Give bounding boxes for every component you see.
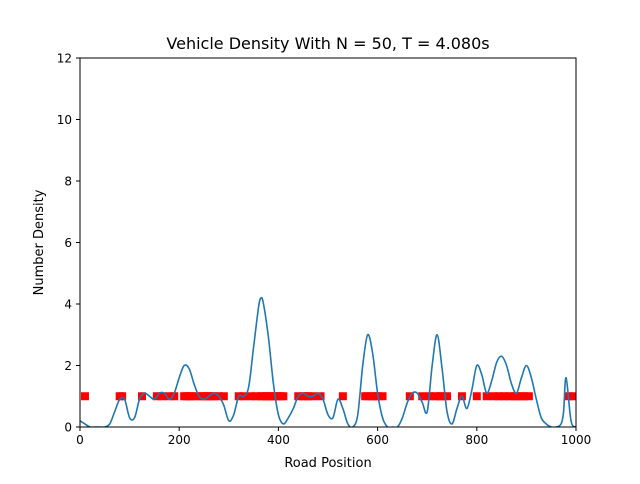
vehicle-marker: [505, 392, 514, 401]
y-tick-label: 12: [57, 52, 72, 66]
vehicle-marker: [157, 392, 166, 401]
vehicle-marker: [338, 392, 347, 401]
x-axis-ticks: 0 200 400 600 800 1000: [76, 427, 591, 447]
vehicle-marker: [418, 392, 427, 401]
x-axis-label: Road Position: [284, 456, 371, 471]
x-tick-label: 600: [366, 433, 389, 447]
vehicle-marker: [252, 392, 261, 401]
vehicle-marker: [482, 392, 491, 401]
vehicle-marker: [192, 392, 201, 401]
vehicle-marker: [519, 392, 528, 401]
vehicle-marker: [209, 392, 218, 401]
x-tick-label: 1000: [561, 433, 592, 447]
y-axis-label: Number Density: [32, 189, 47, 295]
vehicle-marker: [363, 392, 372, 401]
y-tick-label: 10: [57, 113, 72, 127]
y-tick-label: 2: [64, 359, 72, 373]
x-tick-label: 0: [76, 433, 84, 447]
y-tick-label: 8: [64, 175, 72, 189]
vehicle-marker: [500, 392, 509, 401]
vehicle-marker: [80, 392, 89, 401]
x-tick-label: 400: [267, 433, 290, 447]
vehicle-marker: [138, 392, 146, 401]
vehicle-marker: [187, 392, 196, 401]
vehicle-marker: [170, 392, 179, 401]
density-line: [80, 296, 576, 427]
vehicle-marker: [219, 392, 228, 401]
y-tick-label: 4: [64, 298, 72, 312]
vehicle-marker: [438, 392, 447, 401]
vehicle-marker: [524, 392, 533, 401]
plot-area: [80, 296, 576, 427]
vehicle-marker: [512, 392, 521, 401]
x-tick-label: 800: [465, 433, 488, 447]
vehicle-marker: [247, 392, 256, 401]
vehicle-marker: [430, 392, 439, 401]
vehicle-marker: [165, 392, 174, 401]
vehicle-marker: [118, 392, 127, 401]
y-tick-label: 0: [64, 421, 72, 435]
vehicle-marker: [443, 392, 452, 401]
chart-title: Vehicle Density With N = 50, T = 4.080s: [166, 34, 489, 53]
axes-frame: [79, 57, 577, 428]
y-tick-label: 6: [64, 236, 72, 250]
vehicle-marker: [378, 392, 387, 401]
vehicle-marker: [490, 392, 499, 401]
x-tick-label: 200: [168, 433, 191, 447]
vehicle-marker: [495, 392, 504, 401]
y-axis-ticks: 0 2 4 6 8 10 12: [57, 52, 80, 435]
vehicle-marker: [279, 392, 288, 401]
vehicle-marker: [569, 392, 576, 401]
vehicle-marker: [472, 392, 481, 401]
